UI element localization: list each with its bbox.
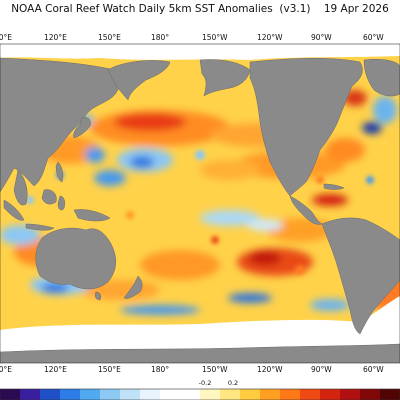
colorbar-swatch xyxy=(240,389,261,400)
bottom-tick-label: 180° xyxy=(151,365,169,374)
colorbar-frame xyxy=(0,388,400,400)
top-tick-label: 90°E xyxy=(0,33,12,42)
bottom-tick-label: 120°E xyxy=(44,365,67,374)
bottom-tick-label: 60°W xyxy=(363,365,384,374)
greenland xyxy=(363,59,400,97)
bottom-tick-label: 150°W xyxy=(202,365,228,374)
colorbar-swatch xyxy=(0,389,21,400)
philippines xyxy=(55,161,64,183)
colorbar-swatch xyxy=(60,389,81,400)
australia xyxy=(35,227,116,290)
colorbar-swatch xyxy=(300,389,321,400)
bottom-axis: 90°E 120°E 150°E 180° 150°W 120°W 90°W 6… xyxy=(0,365,384,374)
colorbar-labels: -0.2 0.2 xyxy=(199,379,239,387)
top-axis: 90°E 120°E 150°E 180° 150°W 120°W 90°W 6… xyxy=(0,33,384,42)
map-area xyxy=(0,44,400,363)
top-tick-label: 120°W xyxy=(257,33,283,42)
top-tick-label: 120°E xyxy=(44,33,67,42)
tasmania xyxy=(94,291,102,301)
alaska xyxy=(199,59,251,97)
colorbar-swatch xyxy=(280,389,301,400)
sumatra xyxy=(3,199,25,221)
top-tick-label: 150°W xyxy=(202,33,228,42)
japan xyxy=(73,117,91,139)
colorbar-swatch xyxy=(360,389,381,400)
title-version: (v3.1) xyxy=(279,3,311,15)
colorbar-swatch xyxy=(120,389,141,400)
colorbar-tick-label: 0.2 xyxy=(228,379,238,387)
new-zealand xyxy=(123,275,143,299)
top-tick-label: 60°W xyxy=(363,33,384,42)
arctic-ice xyxy=(0,44,400,60)
map-title: NOAA Coral Reef Watch Daily 5km SST Anom… xyxy=(0,0,400,18)
cuba xyxy=(323,183,345,190)
sulawesi xyxy=(57,195,66,211)
antarctica xyxy=(0,343,400,363)
java xyxy=(25,223,55,231)
land-masses xyxy=(0,57,400,363)
bottom-tick-label: 90°W xyxy=(311,365,332,374)
colorbar-swatch xyxy=(100,389,121,400)
colorbar-swatch xyxy=(260,389,281,400)
bottom-tick-label: 150°E xyxy=(98,365,121,374)
colorbar-swatch xyxy=(160,389,181,400)
borneo xyxy=(41,189,57,205)
colorbar-tick-label: -0.2 xyxy=(199,379,212,387)
colorbar-swatch xyxy=(40,389,61,400)
antarctic-ice xyxy=(0,296,400,363)
title-date: 19 Apr 2026 xyxy=(323,3,389,15)
bottom-tick-label: 120°W xyxy=(257,365,283,374)
top-tick-label: 90°W xyxy=(311,33,332,42)
colorbar-swatch xyxy=(340,389,361,400)
colorbar-swatch xyxy=(220,389,241,400)
indochina xyxy=(13,169,28,206)
colorbar-swatch xyxy=(320,389,341,400)
colorbar-swatch xyxy=(180,389,201,400)
colorbar-swatch xyxy=(80,389,101,400)
new-guinea xyxy=(73,209,111,222)
colorbar-swatch xyxy=(20,389,41,400)
colorbar-swatch xyxy=(380,389,400,400)
kamchatka xyxy=(107,60,171,101)
top-tick-label: 150°E xyxy=(98,33,121,42)
map-frame xyxy=(0,43,400,364)
top-tick-label: 180° xyxy=(151,33,169,42)
south-america xyxy=(321,217,400,335)
colorbar-swatch xyxy=(140,389,161,400)
colorbar-swatch xyxy=(200,389,221,400)
colorbar xyxy=(0,388,400,400)
bottom-tick-label: 90°E xyxy=(0,365,12,374)
north-america xyxy=(249,57,363,197)
title-main: NOAA Coral Reef Watch Daily 5km SST Anom… xyxy=(11,3,273,15)
